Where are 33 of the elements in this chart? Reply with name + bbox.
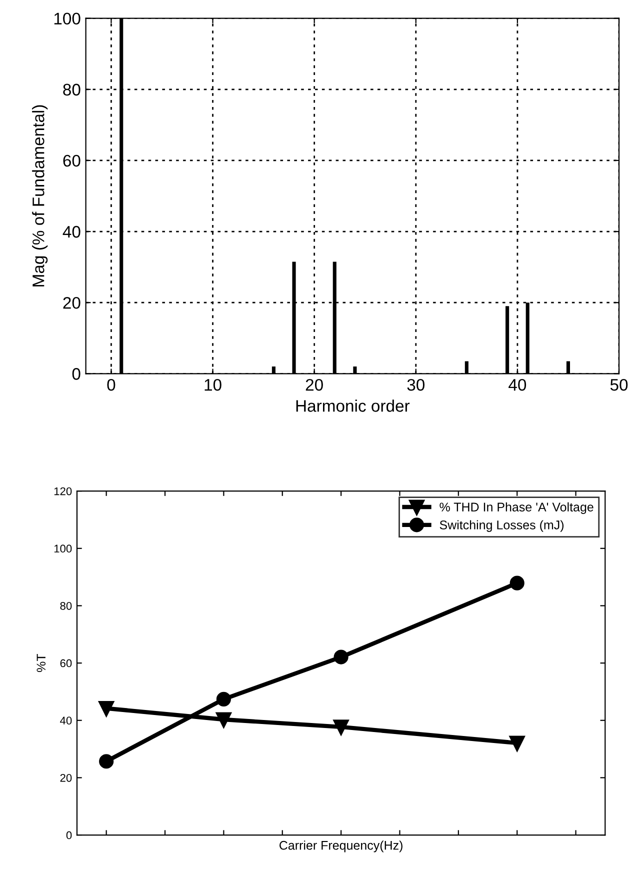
x-axis-title: Carrier Frequency(Hz) [280,840,402,852]
x-tick-label: 0 [107,378,116,391]
y-tick-label: 0 [72,368,80,380]
x-axis-title: Harmonic order [296,400,410,412]
point [216,712,231,727]
legend-label: % THD In Phase 'A' Voltage [440,502,594,514]
x-tick-label: 30 [407,378,425,391]
y-tick-label: 100 [54,544,72,553]
y-tick-label: 120 [54,487,72,496]
point [334,720,348,734]
y-axis-title: %T [36,654,46,672]
point [334,650,348,664]
point [510,736,524,750]
x-tick-label: 20 [306,378,323,391]
y-tick-label: 40 [62,226,80,238]
y-tick-label: 20 [63,296,80,309]
point [99,701,114,716]
y-tick-label: 80 [63,84,80,96]
y-tick-label: 60 [63,154,80,167]
point [216,692,231,706]
y-tick-label: 0 [66,831,72,840]
y-tick-label: 40 [60,716,72,725]
y-tick-label: 100 [54,12,80,25]
x-tick-label: 10 [204,378,222,391]
x-tick-label: 50 [610,378,628,391]
y-tick-label: 80 [60,602,72,610]
point [99,754,114,769]
x-tick-label: 40 [508,378,526,391]
point [510,576,524,590]
y-axis-title: Mag (% of Fundamental) [32,105,48,286]
y-tick-label: 20 [60,774,72,782]
y-tick-label: 60 [60,659,72,668]
legend-label: Switching Losses (mJ) [440,520,564,532]
